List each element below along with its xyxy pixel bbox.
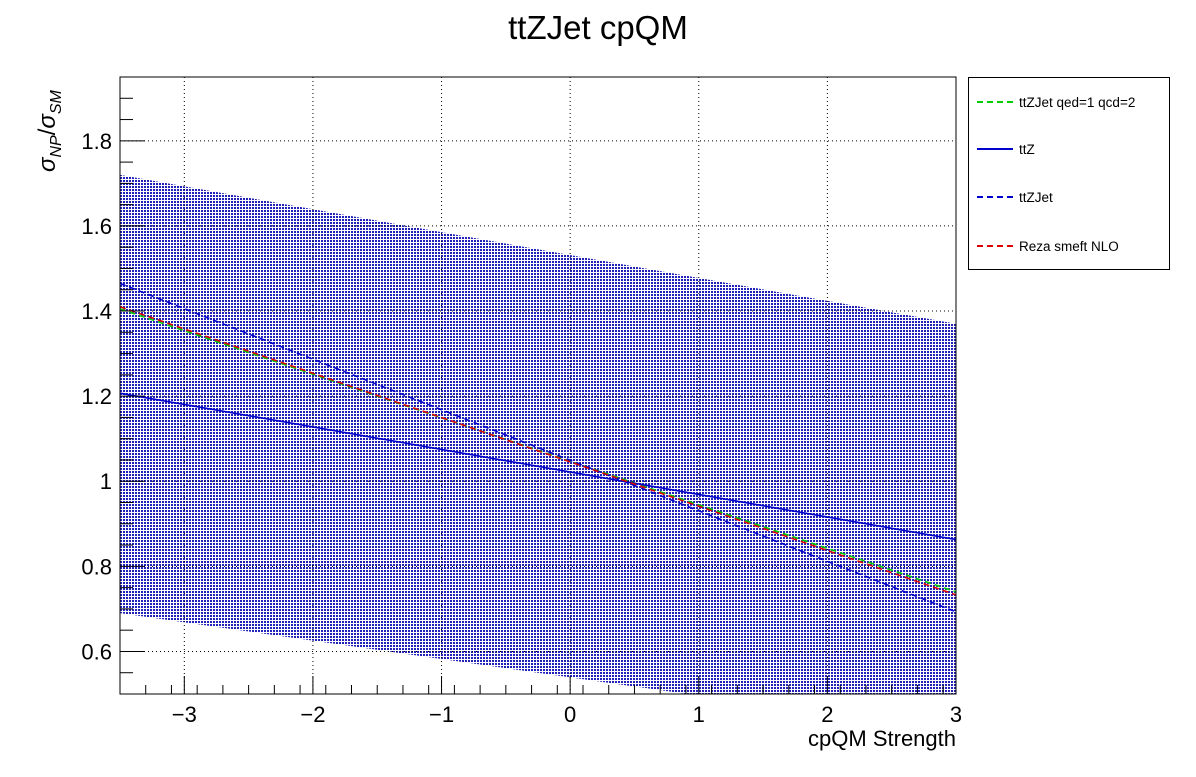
- x-tick-label: 1: [693, 702, 705, 727]
- plot-frame: [119, 76, 957, 695]
- legend: ttZJet qed=1 qcd=2 ttZ ttZJet Reza smeft NL…: [968, 77, 1170, 270]
- x-tick-label: −2: [300, 702, 325, 727]
- y-axis-label-main: σ: [34, 156, 61, 172]
- series-line-4: [120, 306, 956, 596]
- y-axis-label-main-2: σ: [34, 113, 61, 129]
- y-tick-label: 1.2: [81, 384, 112, 409]
- legend-entry-4: Reza smeft NLO: [969, 234, 1171, 258]
- y-tick-label: 0.8: [81, 554, 112, 579]
- legend-label: Reza smeft NLO: [1019, 238, 1119, 254]
- svg-text:σNP/σSM: σNP/σSM: [34, 89, 65, 172]
- legend-entry-2: ttZ: [969, 137, 1171, 161]
- series-line-2: [120, 392, 956, 541]
- y-axis-label-sub-sm: SM: [48, 89, 65, 114]
- x-tick-label: −1: [429, 702, 454, 727]
- x-tick-label: 2: [821, 702, 833, 727]
- legend-entry-1: ttZJet qed=1 qcd=2: [969, 90, 1171, 114]
- legend-swatch: [977, 185, 1013, 209]
- legend-swatch: [977, 137, 1013, 161]
- y-tick-label: 1.6: [81, 214, 112, 239]
- y-tick-label: 0.6: [81, 639, 112, 664]
- y-axis-label-slash: /: [34, 128, 61, 135]
- legend-swatch: [977, 234, 1013, 258]
- x-tick-label: 3: [950, 702, 962, 727]
- y-axis-label-sub-np: NP: [48, 135, 65, 158]
- y-tick-label: 1.4: [81, 299, 112, 324]
- legend-label: ttZ: [1019, 141, 1035, 157]
- chart-title: ttZJet cpQM: [508, 9, 688, 46]
- legend-swatch: [977, 90, 1013, 114]
- legend-label: ttZJet: [1019, 189, 1053, 205]
- y-tick-label: 1.8: [81, 129, 112, 154]
- y-axis-label: σNP/σSM: [34, 89, 65, 172]
- legend-label: ttZJet qed=1 qcd=2: [1019, 94, 1136, 110]
- y-tick-label: 1: [100, 469, 112, 494]
- x-tick-label: −3: [172, 702, 197, 727]
- x-tick-label: 0: [564, 702, 576, 727]
- uncertainty-band: [120, 174, 956, 694]
- x-axis-label: cpQM Strength: [808, 726, 956, 751]
- legend-entry-3: ttZJet: [969, 185, 1171, 209]
